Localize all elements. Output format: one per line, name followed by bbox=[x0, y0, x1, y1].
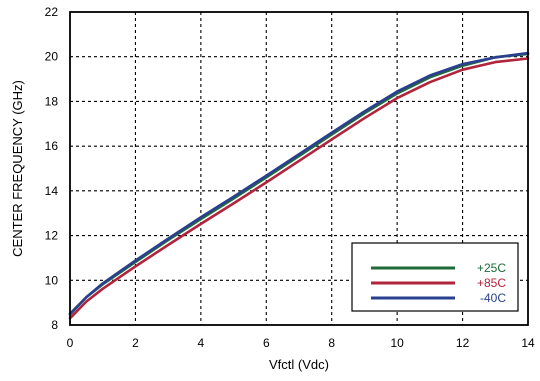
x-tick-label: 10 bbox=[390, 336, 404, 350]
y-axis-title: CENTER FREQUENCY (GHz) bbox=[10, 80, 25, 257]
y-tick-label: 14 bbox=[45, 184, 59, 198]
x-tick-label: 6 bbox=[263, 336, 270, 350]
x-tick-label: 2 bbox=[132, 336, 139, 350]
plot-frame bbox=[69, 11, 529, 326]
legend-label-3: -40C bbox=[480, 291, 506, 305]
x-tick-label: 0 bbox=[67, 336, 74, 350]
series-lines bbox=[68, 51, 530, 320]
x-tick-label: 12 bbox=[456, 336, 470, 350]
series-line-2 bbox=[68, 57, 530, 320]
x-tick-label: 14 bbox=[521, 336, 535, 350]
y-tick-label: 18 bbox=[45, 94, 59, 108]
y-tick-label: 10 bbox=[45, 273, 59, 287]
y-tick-label: 8 bbox=[51, 318, 58, 332]
legend-box bbox=[351, 242, 519, 312]
x-tick-labels: 0 2 4 6 8 10 12 14 bbox=[67, 336, 535, 350]
legend: +25C+85C-40C bbox=[351, 242, 519, 312]
y-tick-label: 12 bbox=[45, 229, 59, 243]
legend-label-2: +85C bbox=[477, 276, 506, 290]
series-line-3 bbox=[68, 51, 530, 316]
y-tick-label: 20 bbox=[45, 50, 59, 64]
x-tick-label: 4 bbox=[198, 336, 205, 350]
x-tick-label: 8 bbox=[328, 336, 335, 350]
legend-label-1: +25C bbox=[477, 261, 506, 275]
y-tick-label: 22 bbox=[45, 5, 59, 19]
y-tick-labels: 8 10 12 14 16 18 20 22 bbox=[45, 5, 59, 332]
y-tick-label: 16 bbox=[45, 139, 59, 153]
x-axis-title: Vfctl (Vdc) bbox=[269, 357, 329, 372]
